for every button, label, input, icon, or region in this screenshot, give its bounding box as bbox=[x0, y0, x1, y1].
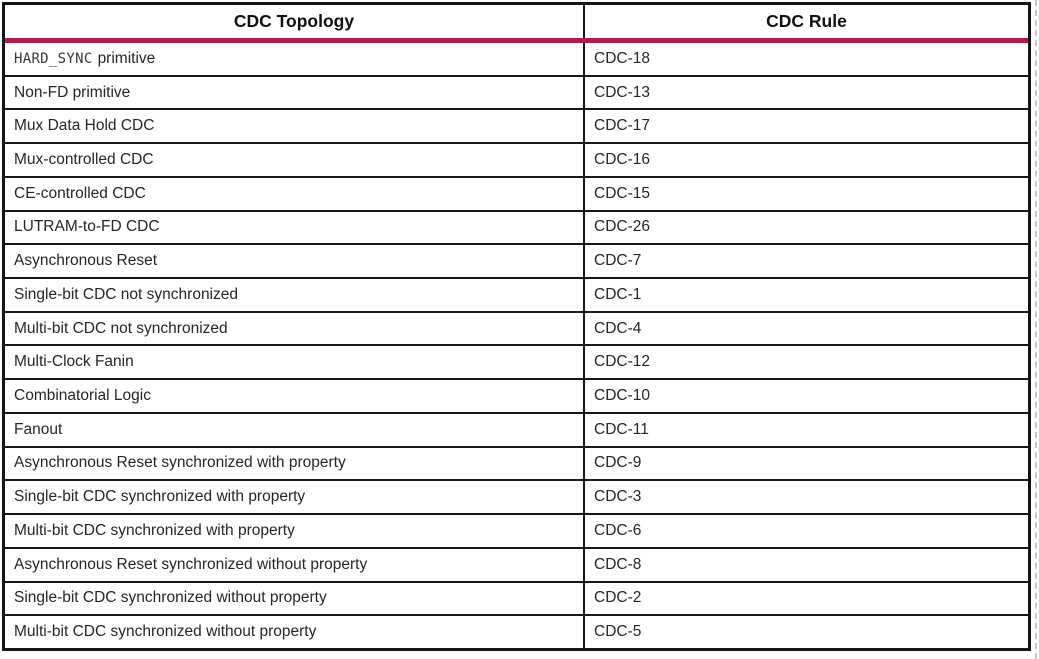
topology-label: Fanout bbox=[14, 420, 63, 438]
topology-label: CE-controlled CDC bbox=[14, 184, 146, 202]
rule-cell: CDC-9 bbox=[585, 448, 1028, 480]
rule-label: CDC-12 bbox=[594, 353, 650, 371]
rule-cell: CDC-6 bbox=[585, 515, 1028, 547]
rule-cell: CDC-16 bbox=[585, 144, 1028, 176]
topology-label: primitive bbox=[97, 49, 156, 67]
topology-label: Asynchronous Reset synchronized with pro… bbox=[14, 454, 346, 472]
rule-label: CDC-5 bbox=[594, 623, 642, 641]
table-row: Fanout CDC-11 bbox=[5, 413, 1028, 448]
topology-cell: Mux Data Hold CDC bbox=[5, 110, 585, 143]
table-row: Multi-bit CDC synchronized without prope… bbox=[5, 616, 1028, 648]
table-rows: HARD_SYNC primitive CDC-18 Non-FD primit… bbox=[5, 43, 1028, 648]
topology-cell: Multi-bit CDC synchronized with property bbox=[5, 515, 585, 547]
topology-cell: Multi-bit CDC not synchronized bbox=[5, 312, 585, 345]
topology-cell: Single-bit CDC synchronized with propert… bbox=[5, 481, 585, 514]
table-row: Single-bit CDC synchronized with propert… bbox=[5, 481, 1028, 516]
table-row: Non-FD primitive CDC-13 bbox=[5, 76, 1028, 111]
rule-cell: CDC-7 bbox=[585, 245, 1028, 277]
rule-cell: CDC-1 bbox=[585, 279, 1028, 311]
rule-label: CDC-26 bbox=[594, 218, 650, 236]
topology-cell: CE-controlled CDC bbox=[5, 177, 585, 210]
rule-cell: CDC-17 bbox=[585, 110, 1028, 142]
rule-label: CDC-7 bbox=[594, 252, 642, 270]
rule-label: CDC-9 bbox=[594, 454, 642, 472]
rule-label: CDC-8 bbox=[594, 555, 642, 573]
rule-cell: CDC-18 bbox=[585, 43, 1028, 75]
rule-label: CDC-17 bbox=[594, 117, 650, 135]
table-row: Multi-bit CDC not synchronized CDC-4 bbox=[5, 312, 1028, 347]
topology-code: HARD_SYNC bbox=[14, 50, 93, 67]
rule-label: CDC-1 bbox=[594, 285, 642, 303]
rule-cell: CDC-26 bbox=[585, 212, 1028, 244]
topology-cell: Combinatorial Logic bbox=[5, 380, 585, 412]
rule-cell: CDC-3 bbox=[585, 481, 1028, 513]
topology-cell: Single-bit CDC synchronized without prop… bbox=[5, 582, 585, 615]
header-accent-rule bbox=[5, 38, 1028, 43]
topology-cell: Mux-controlled CDC bbox=[5, 144, 585, 176]
rule-label: CDC-13 bbox=[594, 83, 650, 101]
rule-label: CDC-15 bbox=[594, 184, 650, 202]
topology-label: Single-bit CDC synchronized with propert… bbox=[14, 488, 306, 506]
table-row: Single-bit CDC not synchronized CDC-1 bbox=[5, 279, 1028, 313]
topology-cell: Asynchronous Reset synchronized with pro… bbox=[5, 447, 585, 480]
page-boundary-dashed-line bbox=[1035, 0, 1037, 659]
table-row: HARD_SYNC primitive CDC-18 bbox=[5, 43, 1028, 77]
topology-cell: Asynchronous Reset synchronized without … bbox=[5, 548, 585, 581]
topology-label: Multi-bit CDC synchronized without prope… bbox=[14, 623, 317, 641]
rule-label: CDC-4 bbox=[594, 319, 642, 337]
rule-label: CDC-10 bbox=[594, 387, 650, 405]
topology-cell: Fanout bbox=[5, 413, 585, 446]
table-row: Mux-controlled CDC CDC-16 bbox=[5, 144, 1028, 178]
topology-label: Multi-bit CDC synchronized with property bbox=[14, 521, 295, 539]
table-row: Asynchronous Reset synchronized with pro… bbox=[5, 447, 1028, 482]
topology-label: Mux-controlled CDC bbox=[14, 151, 154, 169]
topology-cell: Asynchronous Reset bbox=[5, 245, 585, 278]
table-row: Combinatorial Logic CDC-10 bbox=[5, 380, 1028, 414]
topology-label: Single-bit CDC synchronized without prop… bbox=[14, 589, 327, 607]
topology-cell: Single-bit CDC not synchronized bbox=[5, 279, 585, 311]
topology-cell: LUTRAM-to-FD CDC bbox=[5, 211, 585, 244]
rule-cell: CDC-4 bbox=[585, 313, 1028, 345]
topology-label: Asynchronous Reset bbox=[14, 252, 158, 270]
topology-label: Asynchronous Reset synchronized without … bbox=[14, 555, 368, 573]
topology-cell: HARD_SYNC primitive bbox=[5, 43, 585, 75]
cdc-topology-rule-table: CDC Topology CDC Rule HARD_SYNC primitiv… bbox=[2, 2, 1031, 651]
table-row: Multi-bit CDC synchronized with property… bbox=[5, 515, 1028, 549]
rule-cell: CDC-11 bbox=[585, 414, 1028, 446]
rule-label: CDC-3 bbox=[594, 488, 642, 506]
table-row: Asynchronous Reset CDC-7 bbox=[5, 245, 1028, 280]
rule-cell: CDC-15 bbox=[585, 178, 1028, 210]
topology-label: Combinatorial Logic bbox=[14, 387, 151, 405]
rule-label: CDC-18 bbox=[594, 49, 650, 67]
table-row: Asynchronous Reset synchronized without … bbox=[5, 548, 1028, 583]
rule-cell: CDC-8 bbox=[585, 549, 1028, 581]
table-row: CE-controlled CDC CDC-15 bbox=[5, 177, 1028, 212]
rule-cell: CDC-5 bbox=[585, 616, 1028, 648]
table-row: Single-bit CDC synchronized without prop… bbox=[5, 582, 1028, 617]
topology-label: LUTRAM-to-FD CDC bbox=[14, 218, 160, 236]
rule-cell: CDC-13 bbox=[585, 77, 1028, 109]
table-row: LUTRAM-to-FD CDC CDC-26 bbox=[5, 211, 1028, 246]
rule-label: CDC-6 bbox=[594, 521, 642, 539]
column-header-rule: CDC Rule bbox=[766, 11, 847, 31]
topology-label: Multi-Clock Fanin bbox=[14, 353, 134, 371]
rule-label: CDC-16 bbox=[594, 151, 650, 169]
topology-label: Non-FD primitive bbox=[14, 83, 131, 101]
table-row: Mux Data Hold CDC CDC-17 bbox=[5, 110, 1028, 145]
column-header-topology: CDC Topology bbox=[5, 5, 585, 38]
table-header-row: CDC Topology CDC Rule bbox=[5, 5, 1028, 38]
table-row: Multi-Clock Fanin CDC-12 bbox=[5, 346, 1028, 381]
topology-label: Multi-bit CDC not synchronized bbox=[14, 319, 228, 337]
rule-cell: CDC-12 bbox=[585, 346, 1028, 378]
topology-cell: Multi-Clock Fanin bbox=[5, 346, 585, 379]
rule-cell: CDC-2 bbox=[585, 583, 1028, 615]
topology-cell: Multi-bit CDC synchronized without prope… bbox=[5, 616, 585, 648]
rule-cell: CDC-10 bbox=[585, 380, 1028, 412]
rule-label: CDC-11 bbox=[594, 420, 649, 438]
topology-cell: Non-FD primitive bbox=[5, 76, 585, 109]
topology-label: Single-bit CDC not synchronized bbox=[14, 285, 238, 303]
topology-label: Mux Data Hold CDC bbox=[14, 117, 155, 135]
rule-label: CDC-2 bbox=[594, 589, 642, 607]
